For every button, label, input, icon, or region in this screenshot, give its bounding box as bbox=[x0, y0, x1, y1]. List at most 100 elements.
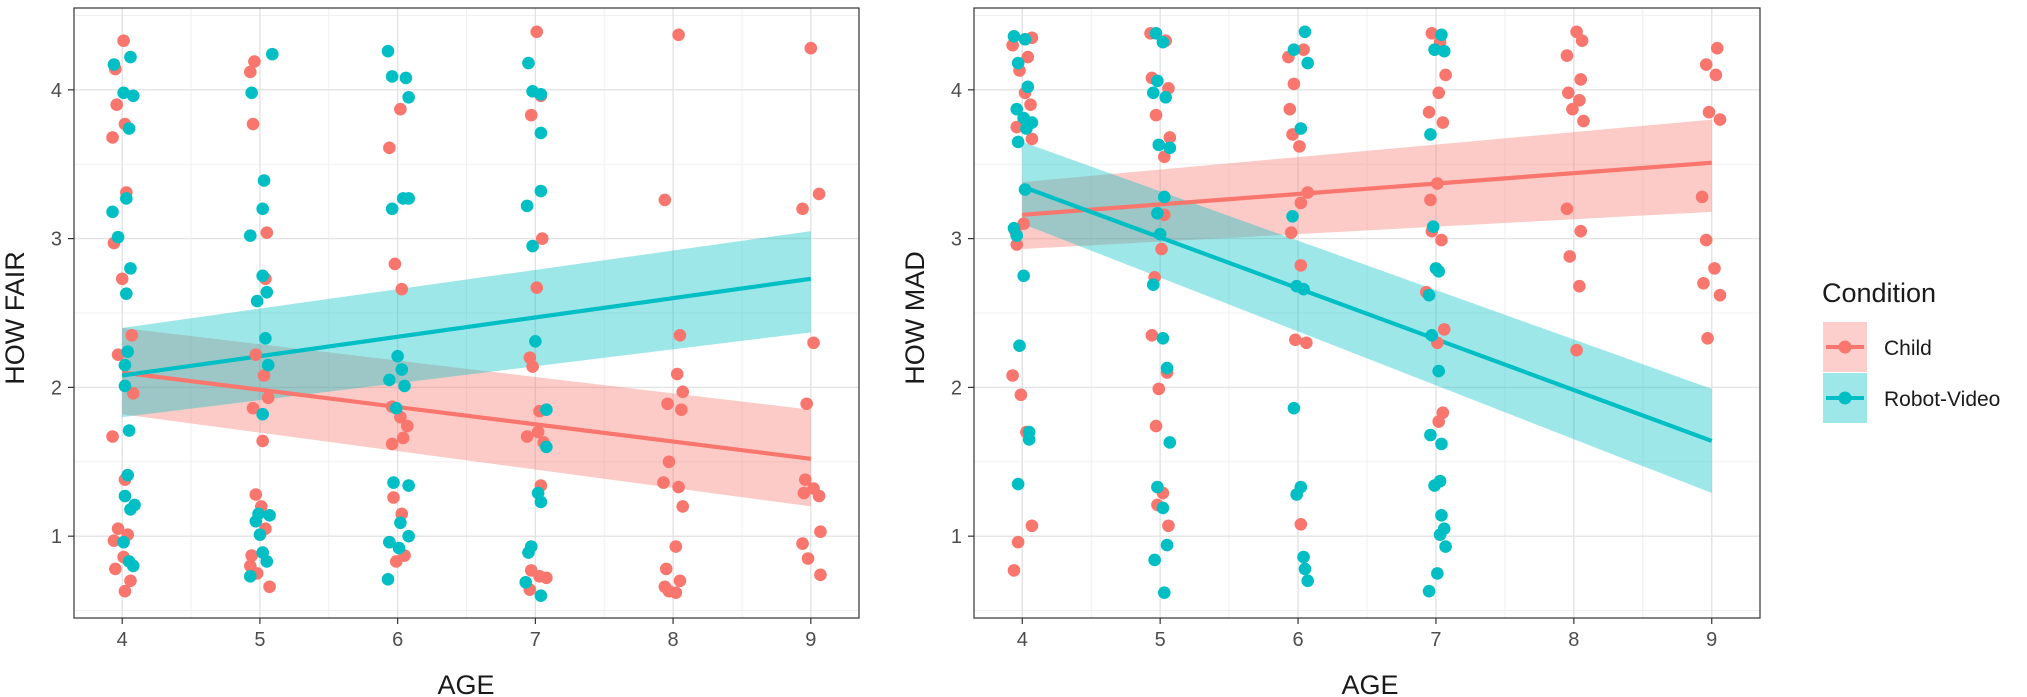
y-tick-label: 3 bbox=[51, 229, 62, 251]
point-child bbox=[1708, 262, 1721, 275]
point-robot-video bbox=[1153, 227, 1167, 241]
point-child bbox=[812, 187, 826, 201]
y-tick-label: 1 bbox=[51, 526, 62, 548]
point-child bbox=[388, 257, 402, 271]
point-child bbox=[1283, 102, 1297, 116]
point-child bbox=[675, 403, 688, 417]
x-tick-label: 5 bbox=[254, 629, 265, 651]
point-child bbox=[662, 455, 676, 469]
point-child bbox=[814, 568, 827, 582]
point-child bbox=[1288, 333, 1302, 347]
legend-key-point-child bbox=[1838, 340, 1852, 354]
y-ticks: 1 2 3 4 bbox=[51, 80, 74, 548]
point-robot-video bbox=[1020, 122, 1033, 135]
point-robot-video bbox=[1163, 436, 1177, 449]
point-child bbox=[1163, 131, 1177, 144]
point-robot-video bbox=[259, 331, 272, 345]
y-tick-label: 2 bbox=[951, 377, 962, 399]
point-child bbox=[1560, 202, 1574, 216]
x-tick-label: 6 bbox=[392, 629, 403, 651]
point-robot-video bbox=[1022, 433, 1036, 446]
point-robot-video bbox=[1287, 401, 1301, 415]
point-robot-video bbox=[243, 570, 257, 583]
point-child bbox=[814, 525, 827, 539]
point-robot-video bbox=[522, 56, 535, 70]
point-child bbox=[800, 397, 813, 411]
point-robot-video bbox=[1151, 74, 1164, 88]
point-robot-video bbox=[118, 358, 132, 372]
point-robot-video bbox=[383, 373, 396, 387]
point-child bbox=[1422, 105, 1436, 119]
x-tick-label: 5 bbox=[1155, 629, 1166, 651]
point-child bbox=[126, 387, 140, 400]
point-child bbox=[1021, 50, 1035, 64]
point-robot-video bbox=[381, 44, 395, 58]
point-robot-video bbox=[1428, 43, 1441, 56]
point-robot-video bbox=[256, 407, 269, 421]
x-tick-label: 8 bbox=[668, 629, 679, 651]
fit-line-child bbox=[1022, 160, 1712, 217]
point-robot-video bbox=[534, 184, 548, 198]
x-ticks: 4 5 6 7 8 9 bbox=[117, 618, 816, 651]
point-child bbox=[124, 574, 137, 588]
point-robot-video bbox=[519, 575, 533, 589]
point-robot-video bbox=[1156, 35, 1170, 49]
point-robot-video bbox=[1160, 538, 1174, 552]
point-robot-video bbox=[385, 70, 399, 83]
point-robot-video bbox=[122, 424, 136, 437]
point-robot-video bbox=[1297, 550, 1310, 564]
point-child bbox=[796, 537, 809, 550]
point-robot-video bbox=[1011, 56, 1025, 70]
point-child bbox=[243, 65, 257, 79]
point-robot-video bbox=[391, 349, 404, 363]
point-robot-video bbox=[1424, 428, 1437, 442]
point-robot-video bbox=[540, 440, 553, 454]
point-robot-video bbox=[1287, 43, 1301, 56]
point-robot-video bbox=[392, 541, 406, 555]
point-child bbox=[797, 486, 811, 500]
point-robot-video bbox=[1018, 183, 1032, 196]
point-child bbox=[117, 34, 130, 48]
point-child bbox=[1560, 49, 1574, 62]
point-child bbox=[249, 488, 263, 501]
point-robot-video bbox=[1151, 480, 1164, 494]
point-child bbox=[1025, 519, 1039, 533]
point-robot-video bbox=[1017, 269, 1030, 283]
ci-band-child bbox=[1022, 119, 1712, 250]
point-robot-video bbox=[1298, 562, 1312, 576]
ci-band-robot-video bbox=[122, 231, 811, 418]
point-child bbox=[111, 522, 125, 536]
legend-key-point-robot-video bbox=[1838, 391, 1852, 405]
point-robot-video bbox=[126, 559, 140, 573]
point-child bbox=[657, 476, 670, 489]
point-robot-video bbox=[1425, 329, 1439, 342]
point-child bbox=[387, 491, 400, 504]
point-child bbox=[1014, 388, 1028, 402]
point-robot-video bbox=[1146, 86, 1160, 100]
point-robot-video bbox=[243, 229, 257, 242]
point-child bbox=[1562, 86, 1575, 100]
x-axis-title: AGE bbox=[437, 670, 494, 697]
point-robot-video bbox=[118, 379, 132, 393]
point-child bbox=[1145, 329, 1159, 342]
point-child bbox=[1574, 73, 1588, 86]
point-child bbox=[673, 574, 687, 588]
point-child bbox=[1287, 77, 1301, 91]
y-axis-title: HOW FAIR bbox=[0, 251, 30, 385]
point-robot-video bbox=[1422, 584, 1436, 598]
point-robot-video bbox=[1290, 488, 1303, 501]
legend-label-robot-video: Robot-Video bbox=[1884, 388, 2000, 411]
point-robot-video bbox=[121, 345, 135, 358]
point-robot-video bbox=[245, 86, 258, 100]
point-robot-video bbox=[1426, 220, 1440, 234]
point-robot-video bbox=[117, 535, 130, 549]
panel-how-fair: 4 5 6 7 8 9 1 2 3 4 AGE HOW FAIR bbox=[0, 7, 860, 697]
point-child bbox=[535, 232, 549, 245]
point-robot-video bbox=[1010, 229, 1024, 242]
point-child bbox=[673, 329, 687, 342]
point-robot-video bbox=[1422, 288, 1436, 302]
point-child bbox=[109, 562, 122, 576]
point-robot-video bbox=[111, 230, 125, 244]
point-robot-video bbox=[398, 379, 411, 393]
point-robot-video bbox=[389, 401, 403, 415]
